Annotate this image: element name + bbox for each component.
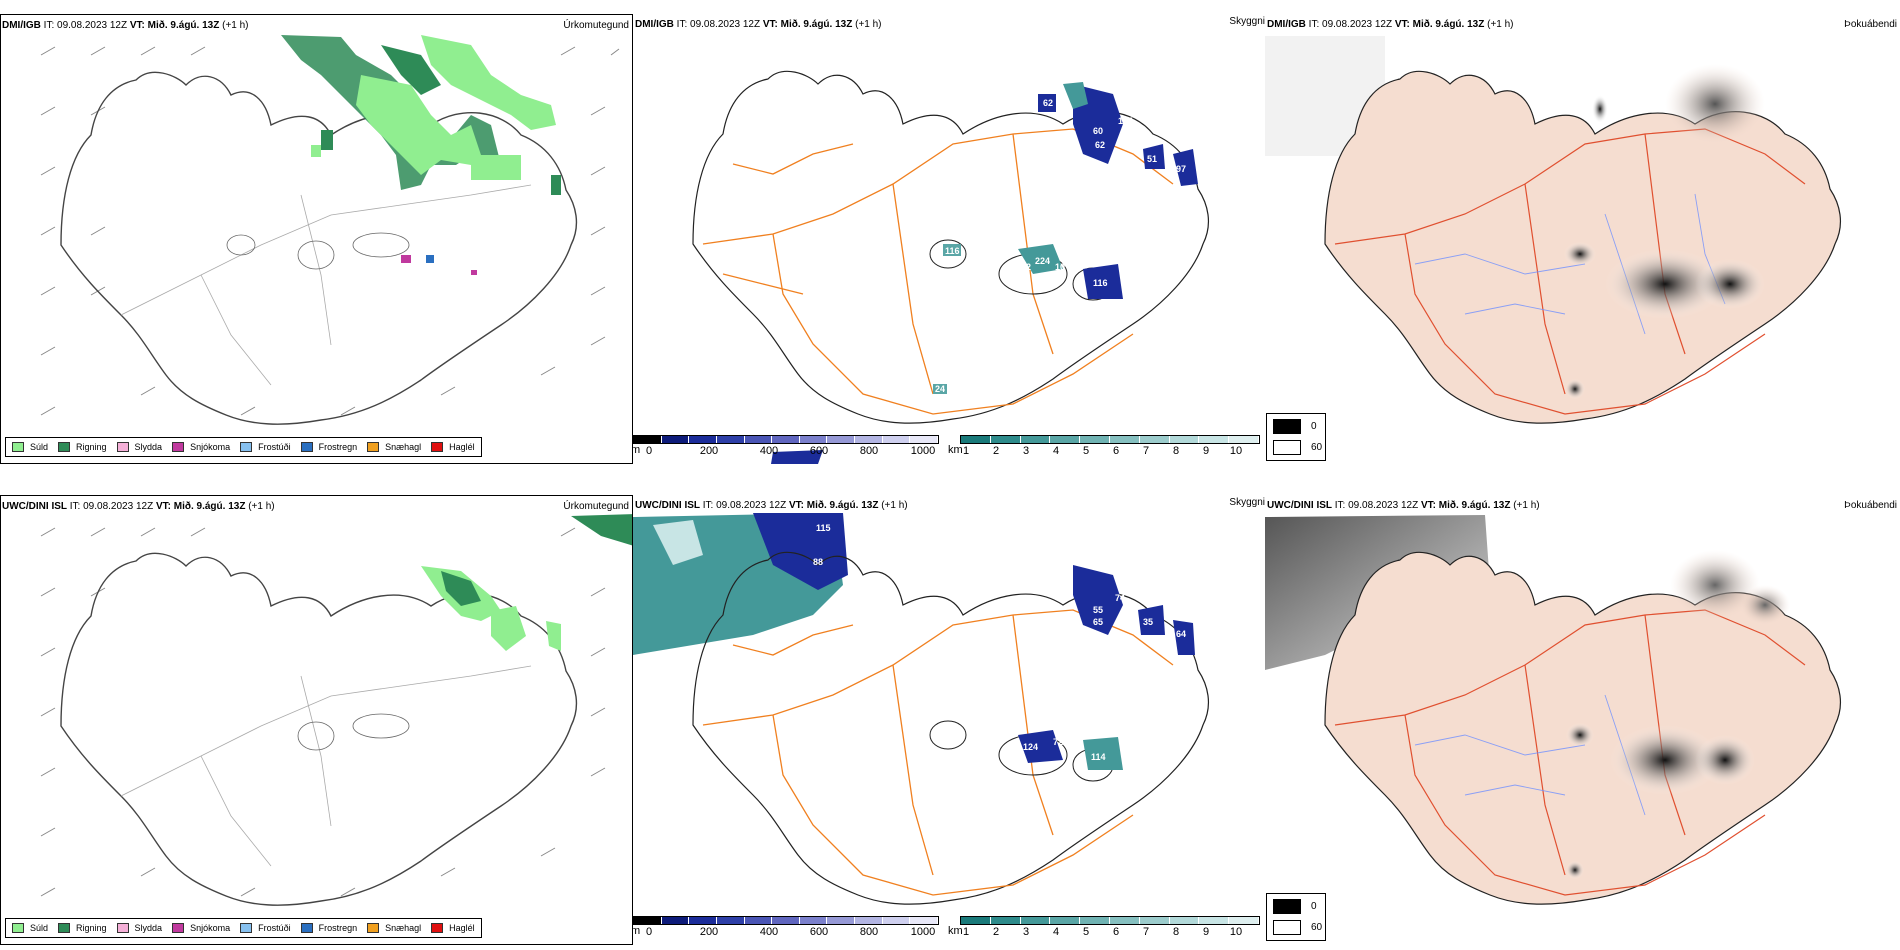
header-top-mid: DMI/IGB IT: 09.08.2023 12Z VT: Mið. 9.ág… xyxy=(635,19,882,30)
svg-text:24: 24 xyxy=(935,384,945,394)
svg-text:62: 62 xyxy=(1095,140,1105,150)
header-bottom-right: UWC/DINI ISL IT: 09.08.2023 12Z VT: Mið.… xyxy=(1267,500,1540,511)
legend-item: Súld xyxy=(12,923,48,933)
legend-item: Haglél xyxy=(431,442,475,452)
visibility-panel-bottom: UWC/DINI ISL IT: 09.08.2023 12Z VT: Mið.… xyxy=(633,495,1267,945)
fog-title-top: Þokuábendi xyxy=(1844,19,1897,30)
fog-legend-top: 0 60 xyxy=(1266,413,1326,461)
svg-text:35: 35 xyxy=(1143,617,1153,627)
svg-text:74: 74 xyxy=(1115,593,1125,603)
legend-item: Rigning xyxy=(58,923,107,933)
visibility-title-top: Skyggni xyxy=(1229,16,1265,27)
svg-text:62: 62 xyxy=(1021,262,1031,272)
visibility-panel-top: DMI/IGB IT: 09.08.2023 12Z VT: Mið. 9.ág… xyxy=(633,14,1267,464)
svg-text:55: 55 xyxy=(1093,605,1103,615)
precip-title-bottom: Úrkomutegund xyxy=(563,501,629,512)
legend-item: Frostúði xyxy=(240,923,291,933)
fog-title-bottom: Þokuábendi xyxy=(1844,500,1897,511)
precip-map-bottom[interactable] xyxy=(1,496,633,945)
legend-item: Frostúði xyxy=(240,442,291,452)
svg-text:116: 116 xyxy=(945,246,960,256)
legend-item: Snæhagl xyxy=(367,923,421,933)
fog-map-bottom[interactable] xyxy=(1265,495,1900,945)
svg-text:97: 97 xyxy=(1176,164,1186,174)
svg-text:124: 124 xyxy=(1023,742,1038,752)
header-top-right: DMI/IGB IT: 09.08.2023 12Z VT: Mið. 9.ág… xyxy=(1267,19,1514,30)
visibility-colorbar-top: km 1 2 3 4 5 6 7 8 9 10 xyxy=(948,435,1260,461)
svg-text:62: 62 xyxy=(1043,98,1053,108)
svg-text:115: 115 xyxy=(816,523,831,533)
precip-panel-top: DMI/IGB IT: 09.08.2023 12Z VT: Mið. 9.ág… xyxy=(0,14,633,464)
svg-text:116: 116 xyxy=(1093,278,1108,288)
svg-text:224: 224 xyxy=(1035,256,1050,266)
legend-item: Frostregn xyxy=(300,442,357,452)
fog-panel-top: DMI/IGB IT: 09.08.2023 12Z VT: Mið. 9.ág… xyxy=(1265,14,1900,464)
svg-text:65: 65 xyxy=(1093,617,1103,627)
svg-text:88: 88 xyxy=(813,557,823,567)
visibility-title-bottom: Skyggni xyxy=(1229,497,1265,508)
legend-item: Rigning xyxy=(58,442,107,452)
visibility-colorbar-bottom: km 1 2 3 4 5 6 7 8 9 10 xyxy=(948,916,1260,942)
svg-text:60: 60 xyxy=(1093,126,1103,136)
elevation-colorbar-bottom: m 0 200 400 600 800 1000 xyxy=(633,916,939,942)
precip-map-top[interactable] xyxy=(1,15,633,464)
visibility-values-top: 62 60 117 62 51 97 116 62 224 10 116 24 xyxy=(935,98,1186,394)
precip-legend-bottom: Súld Rigning Slydda Snjókoma Frostúði Fr… xyxy=(5,918,482,938)
svg-text:64: 64 xyxy=(1176,629,1186,639)
svg-text:117: 117 xyxy=(1118,116,1133,126)
legend-item: Súld xyxy=(12,442,48,452)
visibility-values-bottom: 115 88 55 74 65 35 64 124 72 114 xyxy=(813,523,1186,762)
fog-map-top[interactable] xyxy=(1265,14,1900,464)
legend-item: Haglél xyxy=(431,923,475,933)
legend-item: Snæhagl xyxy=(367,442,421,452)
precip-legend-top: Súld Rigning Slydda Snjókoma Frostúði Fr… xyxy=(5,437,482,457)
legend-item: Snjókoma xyxy=(172,923,230,933)
visibility-map-top[interactable]: 62 60 117 62 51 97 116 62 224 10 116 24 xyxy=(633,14,1267,464)
svg-text:114: 114 xyxy=(1091,752,1106,762)
precip-title-top: Úrkomutegund xyxy=(563,20,629,31)
legend-item: Snjókoma xyxy=(172,442,230,452)
precip-panel-bottom: UWC/DINI ISL IT: 09.08.2023 12Z VT: Mið.… xyxy=(0,495,633,945)
fog-legend-bottom: 0 60 xyxy=(1266,893,1326,941)
header-bottom: UWC/DINI ISL IT: 09.08.2023 12Z VT: Mið.… xyxy=(2,501,275,512)
visibility-map-bottom[interactable]: 115 88 55 74 65 35 64 124 72 114 xyxy=(633,495,1267,945)
svg-text:10: 10 xyxy=(1055,262,1065,272)
header-bottom-mid: UWC/DINI ISL IT: 09.08.2023 12Z VT: Mið.… xyxy=(635,500,908,511)
legend-item: Frostregn xyxy=(300,923,357,933)
header-top: DMI/IGB IT: 09.08.2023 12Z VT: Mið. 9.ág… xyxy=(2,20,249,31)
fog-panel-bottom: UWC/DINI ISL IT: 09.08.2023 12Z VT: Mið.… xyxy=(1265,495,1900,945)
elevation-colorbar-top: m 0 200 400 600 800 1000 xyxy=(633,435,939,461)
svg-text:72: 72 xyxy=(1053,737,1063,747)
svg-text:51: 51 xyxy=(1147,154,1157,164)
legend-item: Slydda xyxy=(116,442,162,452)
legend-item: Slydda xyxy=(116,923,162,933)
